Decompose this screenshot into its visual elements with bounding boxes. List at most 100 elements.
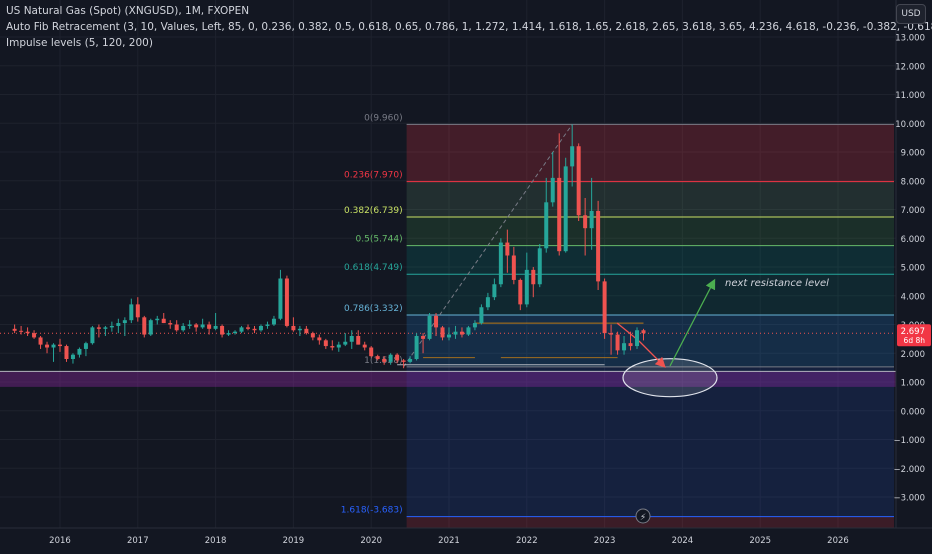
candle-body [103, 327, 108, 329]
candle-body [421, 336, 426, 339]
candle-body [472, 323, 477, 328]
candle-body [498, 242, 503, 285]
time-tick-label: 2020 [360, 536, 382, 546]
candle-body [239, 327, 244, 332]
candle-body [70, 354, 75, 359]
candle-body [207, 324, 212, 329]
candle-body [563, 166, 568, 252]
candle-body [116, 323, 121, 326]
candle-body [226, 333, 231, 335]
time-tick-label: 2022 [516, 536, 538, 546]
bar-countdown: 6d 8h [904, 336, 926, 345]
candle-body [479, 307, 484, 324]
fib-label: 0.236(7.970) [344, 171, 403, 181]
candle-body [161, 318, 166, 324]
candle-body [414, 336, 419, 359]
price-tick-label: 0.000 [901, 407, 925, 417]
candle-body [317, 337, 322, 341]
candle-body [635, 330, 640, 347]
candle-body [291, 325, 296, 331]
candle-body [609, 333, 614, 335]
fib-label: 1.618(-3.683) [341, 506, 403, 516]
candle-body [356, 336, 361, 345]
candle-body [51, 344, 56, 348]
candle-body [570, 146, 575, 167]
time-tick-label: 2018 [205, 536, 227, 546]
candle-body [90, 327, 95, 344]
candle-body [375, 356, 380, 359]
candle-body [297, 328, 302, 331]
candle-body [220, 325, 225, 335]
candle-body [310, 333, 315, 338]
candle-body [330, 346, 335, 348]
trend-dashed-line [403, 124, 573, 368]
price-tick-label: 11.000 [895, 91, 925, 101]
fib-zone [406, 181, 894, 218]
price-tick-label: 12.000 [895, 62, 925, 72]
grid-lines [0, 0, 896, 528]
candles [12, 124, 646, 369]
candle-body [109, 325, 114, 328]
candle-body [58, 344, 62, 347]
candle-body [362, 344, 367, 348]
price-tick-label: −1.000 [894, 436, 925, 446]
fib-label: 0.5(5.744) [356, 235, 403, 245]
candle-body [557, 177, 562, 252]
candle-body [485, 297, 490, 308]
fib-zone [406, 245, 894, 275]
price-tick-label: 5.000 [901, 264, 925, 274]
candle-body [453, 331, 458, 335]
candle-body [583, 215, 588, 229]
annotation-text: next resistance level [725, 278, 829, 289]
candle-body [518, 279, 523, 305]
last-price-badge [897, 324, 931, 347]
fib-retracement[interactable]: 0(9.960) 0.236(7.970) 0.382(6.739) 0.5(5.74… [0, 113, 896, 528]
price-tick-label: 9.000 [901, 149, 925, 159]
candle-body [96, 327, 101, 329]
candle-body [271, 318, 276, 325]
time-tick-label: 2026 [827, 536, 849, 546]
fib-label: 0.382(6.739) [344, 206, 403, 216]
candle-body [32, 333, 37, 338]
candle-body [537, 248, 542, 285]
impulse-indicator-legend[interactable]: Impulse levels (5, 120, 200) [6, 37, 153, 49]
candle-body [544, 202, 549, 249]
lightning-glyph: ⚡ [640, 513, 646, 523]
candle-body [395, 354, 400, 361]
candle-body [284, 278, 289, 326]
time-tick-label: 2017 [127, 536, 149, 546]
candle-body [258, 325, 263, 331]
time-axis[interactable]: 2016 2017 2018 2019 2020 2021 2022 2023 2024 2025… [0, 527, 932, 550]
candle-body [388, 354, 393, 362]
candle-body [427, 315, 432, 339]
candle-body [447, 334, 451, 338]
candle-body [200, 324, 205, 328]
candle-body [168, 323, 173, 325]
price-axis[interactable]: 13.000 12.000 11.000 10.000 9.000 8.000 7.000 6… [894, 0, 932, 550]
time-tick-label: 2016 [49, 536, 71, 546]
candle-body [38, 337, 43, 345]
candle-body [77, 348, 82, 355]
last-price-value: 2.697 [901, 327, 925, 337]
fib-indicator-legend[interactable]: Auto Fib Retracement (3, 10, Values, Lef… [6, 21, 932, 33]
candle-body [129, 304, 134, 321]
target-ellipse [622, 358, 718, 398]
candle-body [596, 210, 601, 282]
candle-body [505, 242, 510, 256]
candle-body [369, 347, 374, 357]
candle-body [622, 343, 627, 351]
candle-body [83, 343, 88, 349]
candle-body [19, 330, 24, 332]
currency-button[interactable]: USD [896, 4, 926, 24]
candle-body [602, 281, 607, 334]
price-tick-label: −2.000 [894, 465, 925, 475]
price-tick-label: −3.000 [894, 494, 925, 504]
fib-label: 0.618(4.749) [344, 263, 403, 273]
symbol-title[interactable]: US Natural Gas (Spot) (XNGUSD), 1M, FXOP… [6, 5, 250, 17]
price-tick-label: 6.000 [901, 235, 925, 245]
annotations[interactable]: next resistance level ⚡ [635, 278, 829, 524]
candle-body [434, 315, 439, 328]
candle-body [323, 340, 328, 347]
